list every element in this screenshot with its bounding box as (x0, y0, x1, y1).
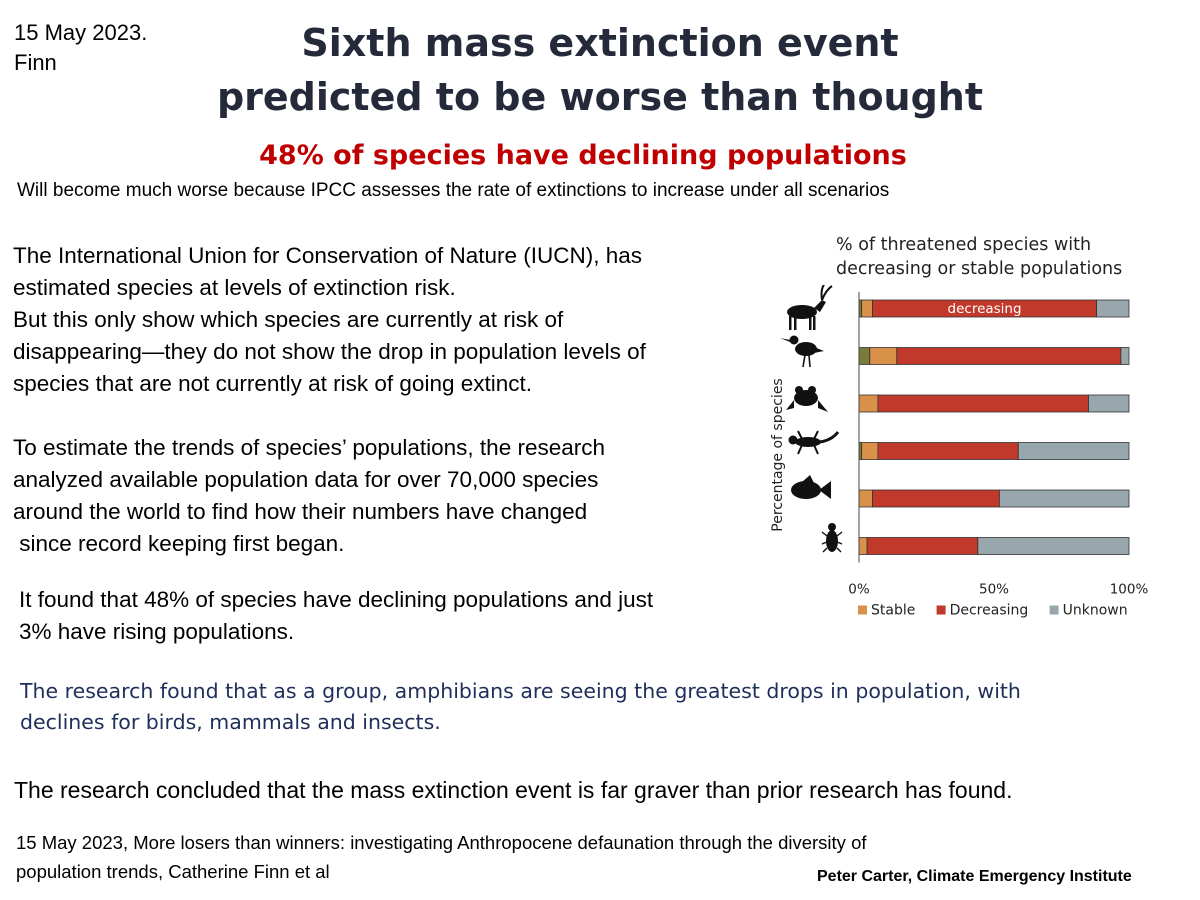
paragraph-iucn: The International Union for Conservation… (13, 240, 758, 400)
bar-lizard-unknown (1017, 442, 1130, 460)
paragraph-conclusion: The research concluded that the mass ext… (14, 777, 1013, 803)
bar-antelope-stable (861, 299, 873, 318)
ipcc-note: Will become much worse because IPCC asse… (17, 180, 890, 201)
chart-title-line: decreasing or stable populations (836, 259, 1123, 279)
bar-bird-stable (869, 347, 898, 365)
bar-bird-other (858, 347, 871, 365)
paragraph-amphibians: The research found that as a group, amph… (20, 676, 1120, 738)
legend-swatch-stable (858, 605, 867, 615)
chart-title-line: % of threatened species with (836, 235, 1092, 255)
legend-label-stable: Stable (871, 603, 915, 619)
antelope-icon (787, 285, 833, 330)
bird-icon (780, 335, 824, 368)
text-line: around the world to find how their numbe… (13, 499, 588, 524)
text-line: analyzed available population data for o… (13, 467, 599, 492)
bar-fish-stable (858, 489, 873, 508)
x-tick-label: 50% (979, 582, 1009, 598)
population-trend-chart: decreasing 0% 50% 100% Stable Decreasing Unk… (770, 285, 1148, 619)
paragraph-method: To estimate the trends of species’ popul… (13, 432, 743, 560)
legend: Stable Decreasing Unknown (858, 603, 1128, 619)
title-line-1: Sixth mass extinction event (301, 21, 899, 65)
bar-frog-unknown (1088, 394, 1130, 413)
legend-label-unknown: Unknown (1063, 603, 1128, 619)
text-line: It found that 48% of species have declin… (19, 587, 654, 612)
bar-lizard-stable (861, 442, 879, 460)
bar-bird-decreasing (896, 347, 1122, 365)
x-tick-label: 0% (848, 582, 870, 598)
frog-icon (786, 386, 828, 412)
credit: Peter Carter, Climate Emergency Institut… (817, 868, 1132, 885)
text-line: The research found that as a group, amph… (20, 679, 1021, 703)
x-tick-label: 100% (1110, 582, 1149, 598)
text-line: since record keeping first began. (13, 531, 345, 556)
y-axis-label: Percentage of species (770, 378, 786, 531)
title-line-2: predicted to be worse than thought (216, 75, 984, 119)
date: 15 May 2023. (14, 20, 148, 45)
x-axis: 0% 50% 100% (848, 292, 1148, 598)
bar-bird-unknown (1120, 347, 1130, 365)
text-line: species that are not currently at risk o… (13, 371, 533, 396)
paragraph-finding: It found that 48% of species have declin… (19, 584, 759, 648)
text-line: estimated species at levels of extinctio… (13, 275, 456, 300)
chart-title: % of threatened species with decreasing … (836, 233, 1176, 281)
legend-swatch-unknown (1049, 605, 1059, 615)
citation-line: population trends, Catherine Finn et al (16, 861, 330, 882)
bar-annotation: decreasing (948, 301, 1022, 317)
bar-beetle-decreasing (866, 537, 979, 555)
citation-line: 15 May 2023, More losers than winners: i… (16, 832, 867, 853)
fish-icon (791, 475, 831, 499)
beetle-icon (821, 523, 843, 553)
legend-label-decreasing: Decreasing (950, 603, 1029, 619)
bar-beetle-unknown (977, 537, 1130, 555)
bars: decreasing (858, 299, 1130, 555)
bar-beetle-stable (858, 537, 868, 555)
bar-antelope-unknown (1096, 299, 1130, 318)
page-title: Sixth mass extinction event predicted to… (190, 16, 1010, 124)
text-line: The International Union for Conservation… (13, 243, 643, 268)
lizard-icon (788, 430, 840, 455)
text-line: But this only show which species are cur… (13, 307, 564, 332)
bar-fish-unknown (998, 489, 1130, 508)
citation: 15 May 2023, More losers than winners: i… (16, 828, 1116, 886)
legend-swatch-decreasing (936, 605, 946, 615)
author: Finn (14, 50, 57, 75)
date-author: 15 May 2023. Finn (14, 18, 147, 78)
subtitle: 48% of species have declining population… (259, 140, 907, 171)
text-line: To estimate the trends of species’ popul… (13, 435, 605, 460)
bar-fish-decreasing (872, 489, 1000, 508)
text-line: 3% have rising populations. (19, 619, 295, 644)
text-line: declines for birds, mammals and insects. (20, 710, 441, 734)
bar-frog-stable (858, 394, 879, 413)
species-icons (780, 285, 843, 553)
bar-lizard-decreasing (877, 442, 1019, 460)
bar-frog-decreasing (877, 394, 1089, 413)
text-line: disappearing—they do not show the drop i… (13, 339, 646, 364)
